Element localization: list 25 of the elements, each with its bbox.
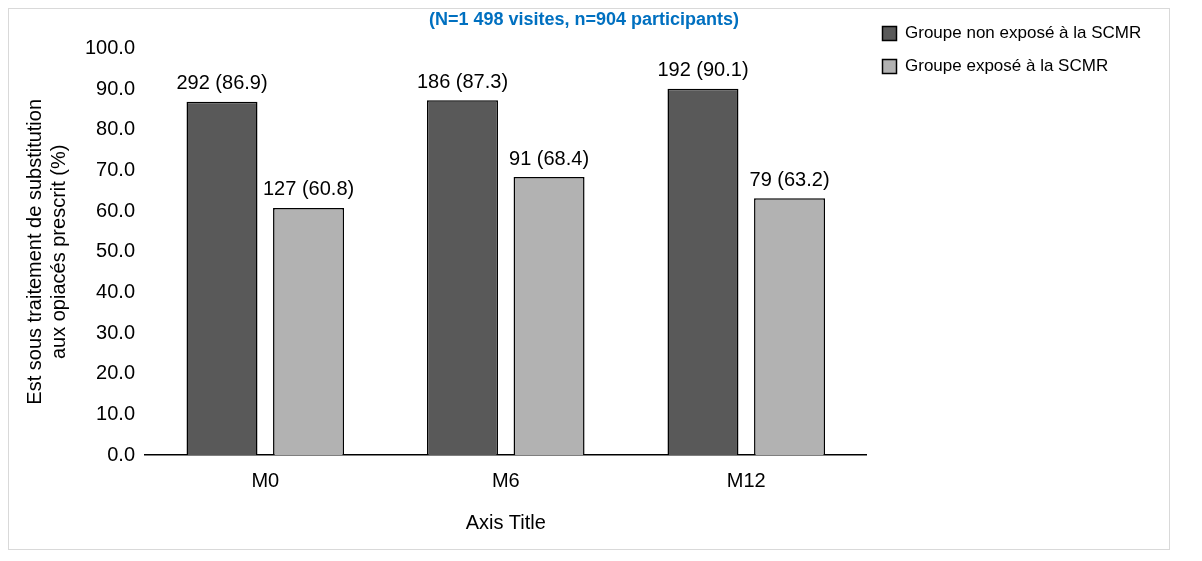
data-label: 79 (63.2) — [749, 167, 830, 190]
y-tick-label: 80.0 — [96, 117, 136, 140]
x-tick-label: M6 — [491, 468, 520, 491]
data-label: 127 (60.8) — [262, 177, 355, 200]
chart-title: (N=1 498 visites, n=904 participants) — [428, 8, 740, 29]
data-label: 91 (68.4) — [509, 146, 590, 169]
y-tick-label: 50.0 — [96, 239, 136, 262]
y-tick-label: 10.0 — [96, 401, 136, 424]
legend-label: Groupe exposé à la SCMR — [905, 56, 1109, 76]
x-axis-title: Axis Title — [465, 510, 546, 533]
y-tick-label: 90.0 — [96, 76, 136, 99]
y-tick-label: 30.0 — [96, 320, 136, 343]
legend-label: Groupe non exposé à la SCMR — [905, 23, 1142, 43]
data-label: 192 (90.1) — [657, 58, 749, 81]
data-label: 186 (87.3) — [416, 69, 509, 92]
y-tick-label: 0.0 — [107, 442, 136, 465]
x-tick-label: M0 — [251, 468, 280, 491]
y-tick-label: 70.0 — [96, 158, 136, 181]
y-axis-title: Est sous traitement de substitution aux opiacés prescrit (%) — [22, 98, 69, 405]
y-tick-label: 60.0 — [96, 198, 136, 221]
y-tick-label: 40.0 — [96, 279, 136, 302]
x-tick-label: M12 — [726, 468, 766, 491]
data-label: 292 (86.9) — [176, 71, 268, 94]
y-tick-label: 20.0 — [96, 361, 136, 384]
y-tick-label: 100.0 — [84, 36, 136, 59]
